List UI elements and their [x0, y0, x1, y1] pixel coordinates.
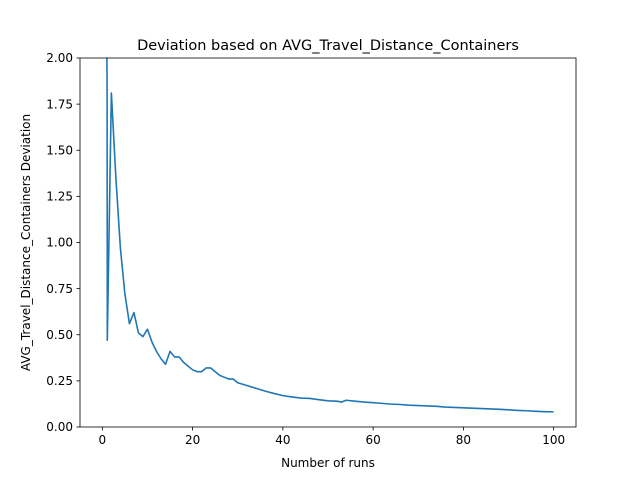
x-tick-label: 60 — [365, 433, 380, 447]
y-tick-label: 0.50 — [46, 328, 73, 342]
y-tick-label: 1.75 — [46, 97, 73, 111]
y-tick-label: 1.00 — [46, 236, 73, 250]
series-line — [106, 58, 554, 413]
y-tick-label: 1.50 — [46, 143, 73, 157]
x-tick-label: 40 — [275, 433, 290, 447]
axis-ticks: 0 20 40 60 80 100 0.00 0.25 0.50 0.75 1.00 1.25 1.50… — [46, 51, 565, 447]
chart-title: Deviation based on AVG_Travel_Distance_C… — [137, 38, 519, 54]
y-tick-label: 0.75 — [46, 282, 73, 296]
axes-frame — [79, 57, 577, 428]
x-axis-label: Number of runs — [281, 456, 375, 470]
x-tick-label: 0 — [99, 433, 107, 447]
plot-area — [106, 58, 554, 413]
y-tick-label: 0.00 — [46, 420, 73, 434]
y-axis-label: AVG_Travel_Distance_Containers Deviation — [19, 114, 33, 371]
x-tick-label: 80 — [456, 433, 471, 447]
y-tick-label: 2.00 — [46, 51, 73, 65]
x-tick-label: 20 — [185, 433, 200, 447]
y-tick-label: 0.25 — [46, 374, 73, 388]
y-tick-label: 1.25 — [46, 190, 73, 204]
x-tick-label: 100 — [542, 433, 565, 447]
